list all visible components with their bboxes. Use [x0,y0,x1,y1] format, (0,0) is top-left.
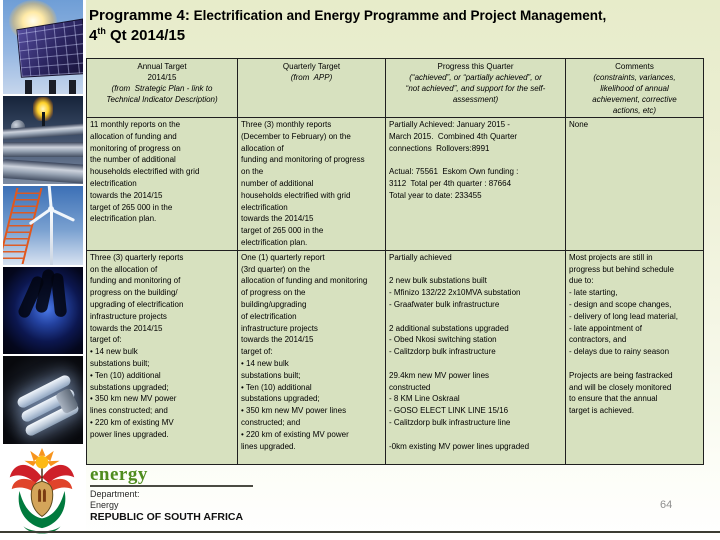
table-row: 11 monthly reports on the allocation of … [86,117,704,251]
bottom-divider [0,531,720,533]
department-label: Department: [90,489,140,499]
gas-pipes-flame-photo-icon [3,96,83,184]
south-africa-coat-of-arms-icon [9,448,75,534]
department-name: Energy [90,500,119,510]
title-line1: Programme 4: Electrification and Energy … [89,7,607,24]
quarterly-target-header: Quarterly Target (from APP) [237,58,386,118]
page-number: 64 [660,499,673,511]
department-block: Department: Energy [90,489,140,511]
turbine-hub-icon [48,206,54,212]
solar-panels-photo-icon [3,0,83,94]
comments-cell: None [565,117,704,251]
progress-cell: Partially achieved 2 new bulk substation… [385,249,566,465]
comments-header: Comments (constraints, variances, likeli… [565,58,704,118]
annual-target-header: Annual Target 2014/15 (from Strategic Pl… [86,58,238,118]
crane-icon [3,188,43,264]
photo-strip [0,0,86,540]
solar-panel-icon [16,18,83,78]
logo-underline [90,485,253,487]
blue-glow-lamp-photo-icon [3,267,83,354]
cfl-lamp-photo-icon [3,356,83,444]
comments-cell: Most projects are still in progress but … [565,249,704,465]
title-line2: 4th Qt 2014/15 [89,26,186,45]
progress-cell: Partially Achieved: January 2015 - March… [385,117,566,251]
annual-target-cell: 11 monthly reports on the allocation of … [86,117,238,251]
progress-header: Progress this Quarter (“achieved”, or “p… [385,58,566,118]
wind-turbine-crane-photo-icon [3,186,83,265]
quarterly-target-cell: Three (3) monthly reports (December to F… [237,117,386,251]
pipe-icon [3,158,83,184]
progress-report-table: Annual Target 2014/15 (from Strategic Pl… [86,58,704,465]
flame-icon [33,97,53,121]
country-name: REPUBLIC OF SOUTH AFRICA [90,511,244,523]
table-header-row: Annual Target 2014/15 (from Strategic Pl… [86,58,704,118]
turbine-blade-icon [50,208,76,222]
energy-logo-word: energy [90,464,148,485]
table-row: Three (3) quarterly reports on the alloc… [86,249,704,465]
page-title: Programme 4: Electrification and Energy … [89,5,715,46]
pipe-icon [3,142,83,157]
turbine-tower-icon [50,208,53,265]
annual-target-cell: Three (3) quarterly reports on the alloc… [86,249,238,465]
quarterly-target-cell: One (1) quarterly report (3rd quarter) o… [237,249,386,465]
